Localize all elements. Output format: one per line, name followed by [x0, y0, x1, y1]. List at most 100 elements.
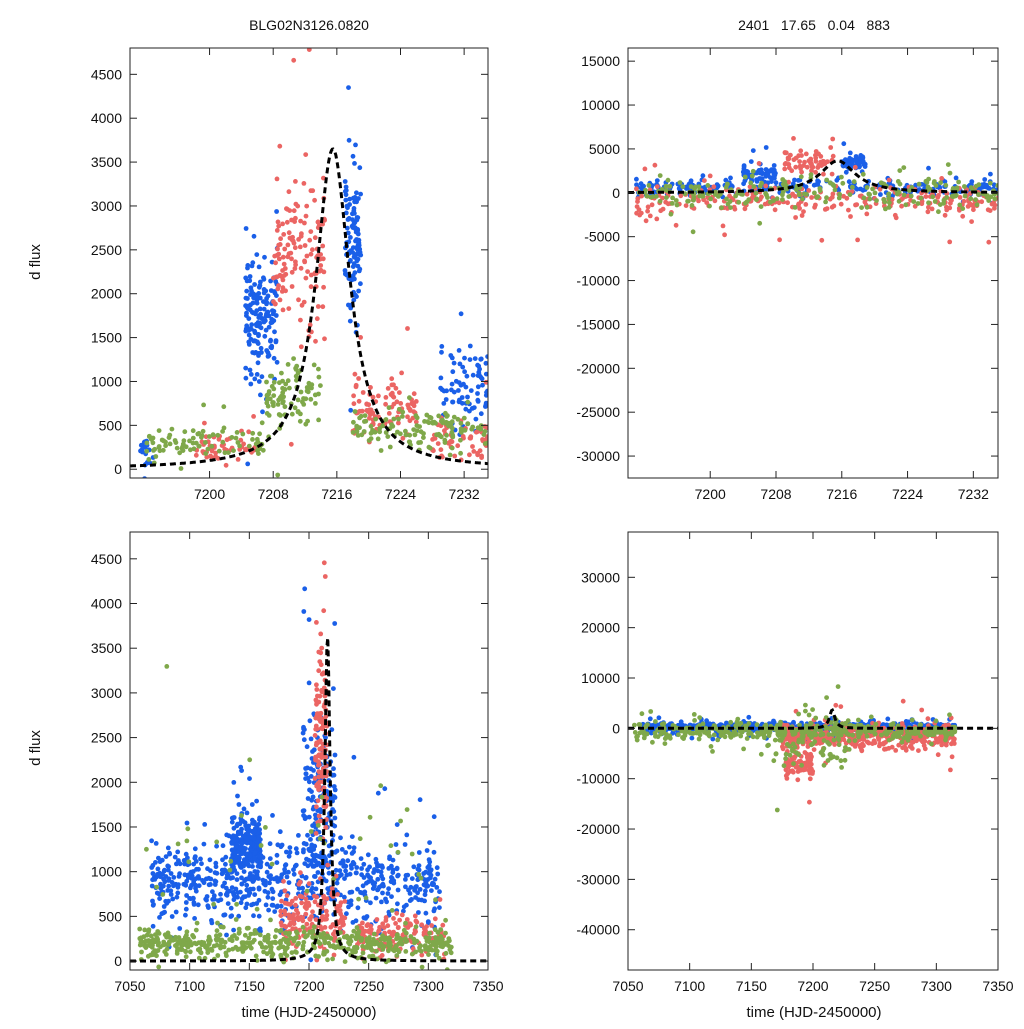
point-red	[298, 318, 303, 323]
plot-frame-top-left	[130, 48, 488, 478]
point-green	[175, 951, 180, 956]
point-green	[398, 819, 403, 824]
point-blue	[456, 388, 461, 393]
point-blue	[160, 884, 165, 889]
y-tick-label: -15000	[576, 316, 620, 332]
point-green	[802, 192, 807, 197]
point-green	[291, 356, 296, 361]
point-green	[450, 446, 455, 451]
point-blue	[954, 176, 959, 181]
x-tick-label: 7100	[174, 978, 205, 994]
point-green	[240, 432, 245, 437]
point-green	[188, 939, 193, 944]
point-red	[313, 235, 318, 240]
point-blue	[156, 867, 161, 872]
point-blue	[241, 819, 246, 824]
point-green	[283, 387, 288, 392]
point-green	[932, 179, 937, 184]
point-red	[293, 903, 298, 908]
point-blue	[465, 374, 470, 379]
point-blue	[250, 802, 255, 807]
point-green	[245, 940, 250, 945]
point-blue	[350, 851, 355, 856]
point-blue	[266, 908, 271, 913]
point-red	[803, 202, 808, 207]
point-green	[469, 427, 474, 432]
point-red	[783, 150, 788, 155]
point-green	[250, 431, 255, 436]
point-blue	[168, 888, 173, 893]
point-red	[832, 204, 837, 209]
point-green	[305, 889, 310, 894]
point-red	[646, 205, 651, 210]
point-red	[846, 208, 851, 213]
point-red	[759, 195, 764, 200]
point-red	[637, 213, 642, 218]
y-tick-label: 3000	[91, 198, 122, 214]
point-blue	[307, 848, 312, 853]
point-blue	[154, 841, 159, 846]
point-red	[352, 401, 357, 406]
point-green	[265, 951, 270, 956]
point-red	[281, 879, 286, 884]
point-blue	[771, 719, 776, 724]
point-green	[839, 175, 844, 180]
point-green	[203, 944, 208, 949]
point-blue	[306, 863, 311, 868]
point-green	[260, 420, 265, 425]
point-green	[276, 946, 281, 951]
point-blue	[231, 839, 236, 844]
point-red	[414, 919, 419, 924]
point-green	[263, 945, 268, 950]
point-red	[804, 152, 809, 157]
point-blue	[382, 786, 387, 791]
point-blue	[349, 902, 354, 907]
x-tick-label: 7232	[958, 486, 989, 502]
point-blue	[259, 325, 264, 330]
point-green	[391, 417, 396, 422]
point-red	[316, 763, 321, 768]
point-green	[325, 957, 330, 962]
model-curve-top-left	[130, 149, 488, 466]
point-blue	[247, 342, 252, 347]
point-blue	[348, 235, 353, 240]
y-tick-label: 2500	[91, 730, 122, 746]
point-green	[275, 473, 280, 478]
point-green	[322, 939, 327, 944]
point-blue	[368, 900, 373, 905]
point-green	[943, 183, 948, 188]
point-green	[149, 934, 154, 939]
point-green	[950, 194, 955, 199]
point-green	[435, 949, 440, 954]
point-blue	[224, 833, 229, 838]
point-blue	[302, 737, 307, 742]
point-green	[146, 457, 151, 462]
point-blue	[247, 333, 252, 338]
point-green	[793, 205, 798, 210]
point-green	[396, 850, 401, 855]
point-green	[162, 949, 167, 954]
point-blue	[258, 315, 263, 320]
point-blue	[232, 850, 237, 855]
point-green	[957, 203, 962, 208]
point-blue	[279, 872, 284, 877]
point-red	[839, 202, 844, 207]
point-blue	[165, 864, 170, 869]
point-green	[312, 924, 317, 929]
point-blue	[327, 871, 332, 876]
point-green	[833, 188, 838, 193]
point-green	[812, 191, 817, 196]
point-green	[161, 448, 166, 453]
point-blue	[413, 895, 418, 900]
point-green	[405, 807, 410, 812]
point-blue	[432, 850, 437, 855]
point-green	[716, 194, 721, 199]
point-blue	[215, 871, 220, 876]
point-red	[791, 136, 796, 141]
point-blue	[365, 914, 370, 919]
point-green	[757, 221, 762, 226]
point-red	[360, 409, 365, 414]
point-blue	[356, 905, 361, 910]
point-red	[422, 926, 427, 931]
